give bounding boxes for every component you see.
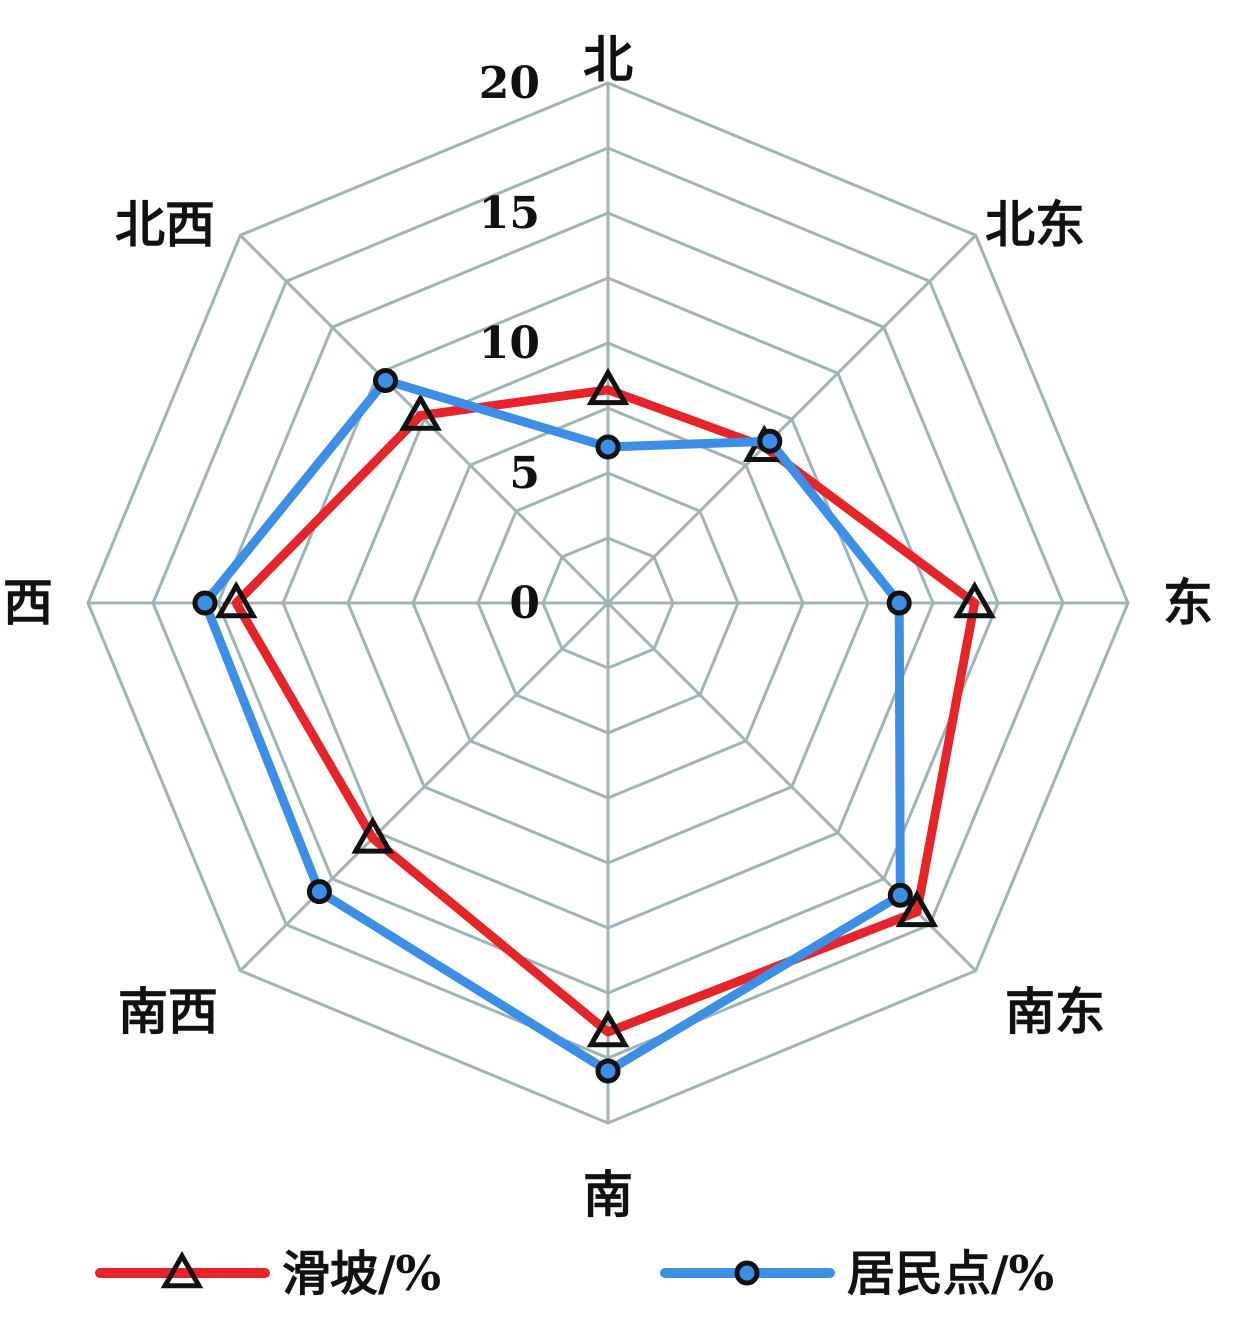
- direction-label: 南西: [118, 982, 218, 1041]
- data-point: [214, 580, 258, 619]
- data-point: [595, 434, 621, 460]
- tick-label: 10: [479, 318, 540, 369]
- direction-label: 南: [583, 1165, 633, 1224]
- legend: 滑坡/% 居民点/%: [95, 1246, 1054, 1302]
- data-point: [757, 428, 783, 454]
- direction-label: 东: [1163, 573, 1213, 632]
- data-point: [351, 816, 395, 854]
- data-point: [586, 1009, 630, 1048]
- data-point: [306, 879, 332, 905]
- data-point: [886, 590, 912, 616]
- data-point: [586, 367, 630, 406]
- series-settlement: [192, 368, 913, 1084]
- direction-label: 北西: [115, 195, 215, 254]
- data-point: [953, 580, 996, 619]
- legend-item: 滑坡/%: [95, 1246, 441, 1302]
- data-point: [192, 590, 218, 616]
- legend-marker: [160, 1250, 204, 1289]
- legend-label: 居民点/%: [847, 1246, 1054, 1302]
- direction-label: 北: [583, 30, 633, 89]
- grid-spoke: [239, 601, 610, 972]
- tick-label: 0: [509, 578, 540, 629]
- legend-label: 滑坡/%: [282, 1246, 441, 1302]
- tick-label: 15: [479, 188, 540, 239]
- radar-grid: [86, 81, 1130, 1125]
- data-point: [373, 368, 398, 393]
- tick-label: 20: [479, 58, 540, 109]
- direction-label: 南东: [1005, 982, 1105, 1041]
- data-series: [192, 367, 996, 1084]
- legend-item: 居民点/%: [660, 1246, 1054, 1302]
- tick-label: 5: [509, 448, 540, 499]
- direction-label: 北东: [985, 195, 1085, 254]
- data-point: [895, 889, 939, 928]
- radial-tick-labels: 0 5 10 15 20: [479, 58, 540, 629]
- data-point: [887, 882, 913, 908]
- grid-spoke: [606, 234, 977, 605]
- data-point: [399, 393, 442, 431]
- legend-marker: [734, 1260, 760, 1286]
- series-line: [231, 385, 980, 1037]
- series-landslide: [214, 367, 996, 1048]
- data-point: [595, 1058, 621, 1084]
- direction-label: 西: [3, 573, 53, 632]
